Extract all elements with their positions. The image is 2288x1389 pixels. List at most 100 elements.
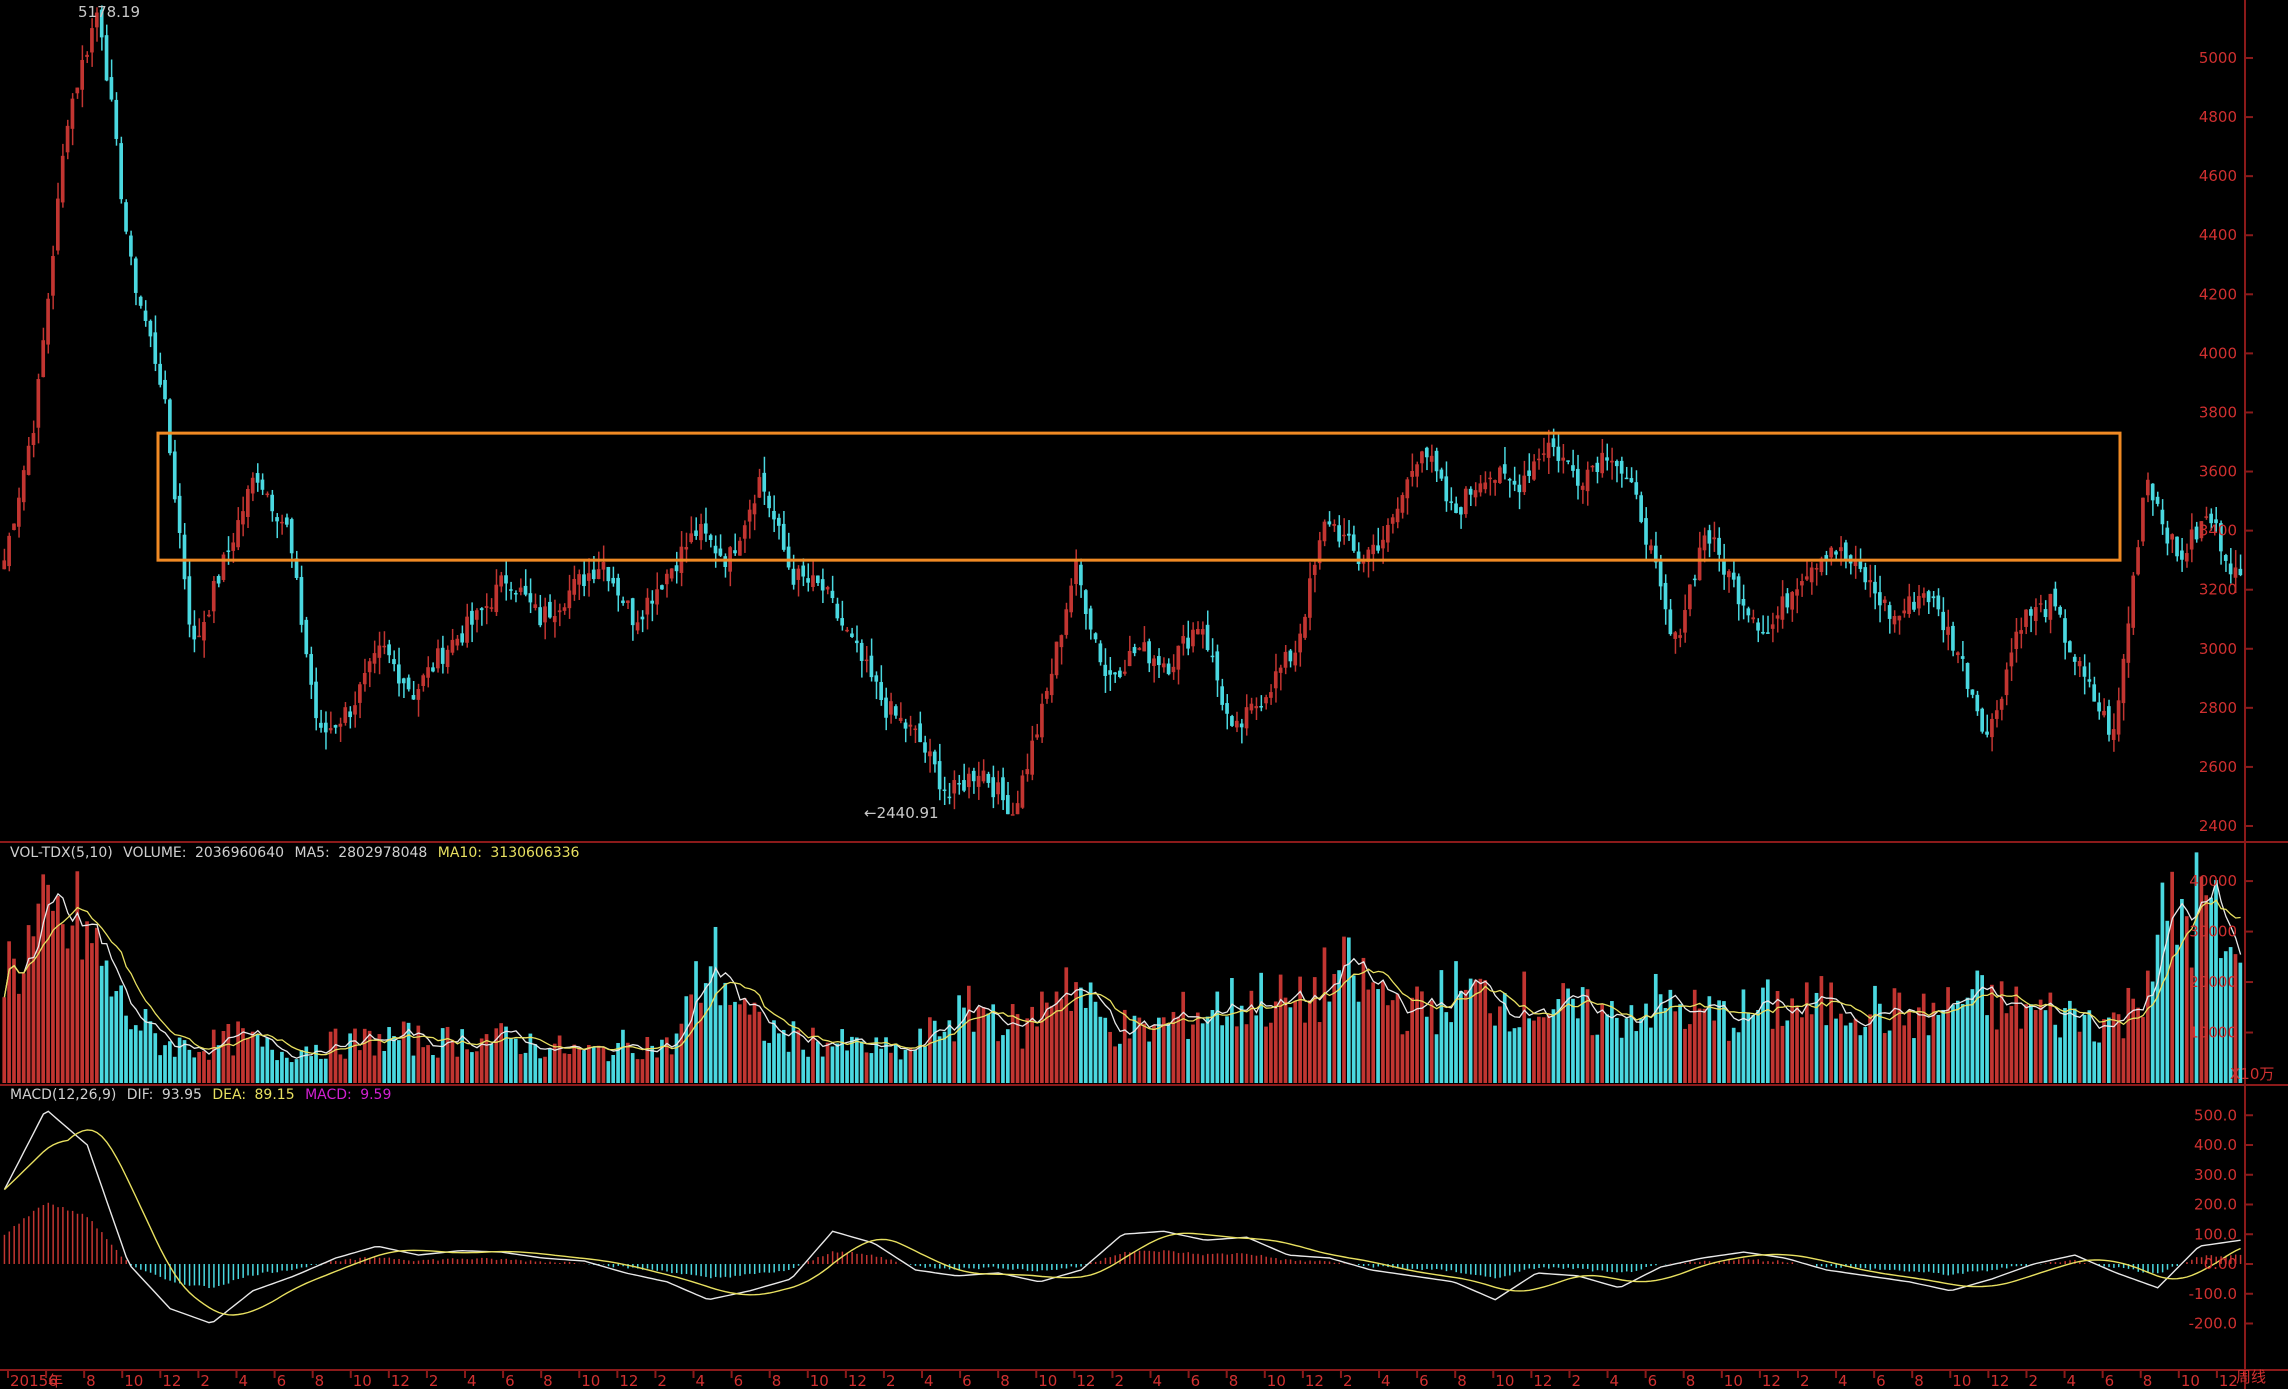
volume-bar[interactable] <box>94 927 99 1083</box>
candle-body[interactable] <box>1678 635 1682 638</box>
volume-bar[interactable] <box>411 1055 416 1083</box>
volume-bar[interactable] <box>114 991 119 1083</box>
volume-bar[interactable] <box>1653 973 1658 1083</box>
candle-body[interactable] <box>1619 460 1624 474</box>
candle-body[interactable] <box>908 724 913 727</box>
volume-bar[interactable] <box>1142 1023 1147 1083</box>
candle-body[interactable] <box>1819 558 1824 573</box>
candle-body[interactable] <box>1907 596 1911 614</box>
volume-bar[interactable] <box>630 1053 635 1083</box>
volume-bar[interactable] <box>1892 988 1897 1083</box>
volume-bar[interactable] <box>1254 1015 1259 1083</box>
volume-bar[interactable] <box>548 1048 552 1083</box>
candle-body[interactable] <box>582 574 586 587</box>
candle-body[interactable] <box>1239 723 1244 728</box>
volume-bar[interactable] <box>221 1031 226 1083</box>
volume-bar[interactable] <box>1571 998 1575 1083</box>
volume-bar[interactable] <box>611 1054 616 1083</box>
candle-body[interactable] <box>1970 689 1975 695</box>
candle-body[interactable] <box>2170 534 2174 540</box>
volume-bar[interactable] <box>820 1056 825 1083</box>
candle-body[interactable] <box>440 647 445 664</box>
volume-bar[interactable] <box>1658 994 1663 1083</box>
volume-bar[interactable] <box>1015 1014 1020 1083</box>
candle-body[interactable] <box>1741 598 1746 606</box>
volume-bar[interactable] <box>382 1050 387 1083</box>
candle-body[interactable] <box>2014 631 2019 649</box>
candle-body[interactable] <box>99 9 104 38</box>
volume-bar[interactable] <box>2199 876 2204 1083</box>
volume-bar[interactable] <box>2228 947 2233 1083</box>
candle-body[interactable] <box>231 542 236 551</box>
candle-body[interactable] <box>416 689 421 700</box>
candle-body[interactable] <box>168 399 172 454</box>
volume-bar[interactable] <box>903 1049 908 1083</box>
candle-body[interactable] <box>1653 545 1658 563</box>
volume-bar[interactable] <box>1780 1025 1785 1083</box>
candle-body[interactable] <box>1639 495 1643 522</box>
candle-body[interactable] <box>1269 692 1273 698</box>
candle-body[interactable] <box>333 725 338 728</box>
volume-bar[interactable] <box>2126 987 2131 1083</box>
candle-body[interactable] <box>21 470 26 503</box>
candle-body[interactable] <box>2145 479 2150 496</box>
candle-body[interactable] <box>2223 555 2228 561</box>
candle-body[interactable] <box>2092 684 2097 702</box>
candle-body[interactable] <box>2160 509 2165 525</box>
volume-bar[interactable] <box>1312 977 1317 1083</box>
candle-body[interactable] <box>1001 777 1005 801</box>
volume-bar[interactable] <box>1975 970 1980 1083</box>
volume-bar[interactable] <box>1103 1017 1108 1083</box>
volume-bar[interactable] <box>577 1047 581 1083</box>
volume-bar[interactable] <box>2092 1041 2097 1083</box>
volume-bar[interactable] <box>1079 987 1083 1083</box>
volume-bar[interactable] <box>1020 1048 1025 1083</box>
candle-body[interactable] <box>328 728 333 731</box>
candle-body[interactable] <box>1897 615 1902 621</box>
volume-bar[interactable] <box>1536 1016 1541 1083</box>
candle-body[interactable] <box>1478 483 1483 493</box>
volume-bar[interactable] <box>2194 852 2199 1083</box>
volume-bar[interactable] <box>1566 988 1570 1083</box>
candle-body[interactable] <box>1756 622 1760 631</box>
volume-bar[interactable] <box>772 1020 776 1083</box>
volume-bar[interactable] <box>1191 1024 1195 1083</box>
candle-body[interactable] <box>1356 551 1361 565</box>
candle-body[interactable] <box>1629 478 1634 483</box>
candle-body[interactable] <box>1536 458 1541 461</box>
volume-bar[interactable] <box>777 1033 781 1083</box>
candle-body[interactable] <box>1278 667 1283 673</box>
candle-body[interactable] <box>1765 632 1770 634</box>
candle-body[interactable] <box>382 645 387 648</box>
volume-bar[interactable] <box>338 1054 343 1083</box>
candle-body[interactable] <box>543 606 547 623</box>
volume-bar[interactable] <box>372 1055 377 1083</box>
candle-body[interactable] <box>1975 694 1980 712</box>
volume-bar[interactable] <box>1264 1026 1268 1083</box>
volume-bar[interactable] <box>699 1002 703 1083</box>
volume-bar[interactable] <box>1683 1028 1687 1083</box>
volume-bar[interactable] <box>260 1046 265 1083</box>
candle-body[interactable] <box>1220 686 1225 705</box>
candle-body[interactable] <box>689 533 693 543</box>
volume-bar[interactable] <box>2233 954 2238 1083</box>
volume-bar[interactable] <box>552 1043 557 1083</box>
candle-body[interactable] <box>387 644 391 656</box>
volume-bar[interactable] <box>1444 1012 1449 1083</box>
candle-body[interactable] <box>967 773 971 788</box>
candle-body[interactable] <box>1132 647 1137 654</box>
volume-bar[interactable] <box>952 1041 957 1083</box>
volume-bar[interactable] <box>538 1058 542 1083</box>
volume-bar[interactable] <box>2077 1031 2082 1083</box>
volume-bar[interactable] <box>328 1031 333 1083</box>
candle-body[interactable] <box>1332 523 1337 526</box>
volume-bar[interactable] <box>923 1046 927 1083</box>
candle-body[interactable] <box>1916 595 1921 609</box>
volume-bar[interactable] <box>621 1029 625 1083</box>
volume-bar[interactable] <box>129 1029 133 1083</box>
candle-body[interactable] <box>94 12 99 28</box>
volume-bar[interactable] <box>2189 967 2194 1083</box>
candle-body[interactable] <box>1824 555 1829 560</box>
candle-body[interactable] <box>2038 603 2043 605</box>
volume-bar[interactable] <box>913 1049 918 1083</box>
